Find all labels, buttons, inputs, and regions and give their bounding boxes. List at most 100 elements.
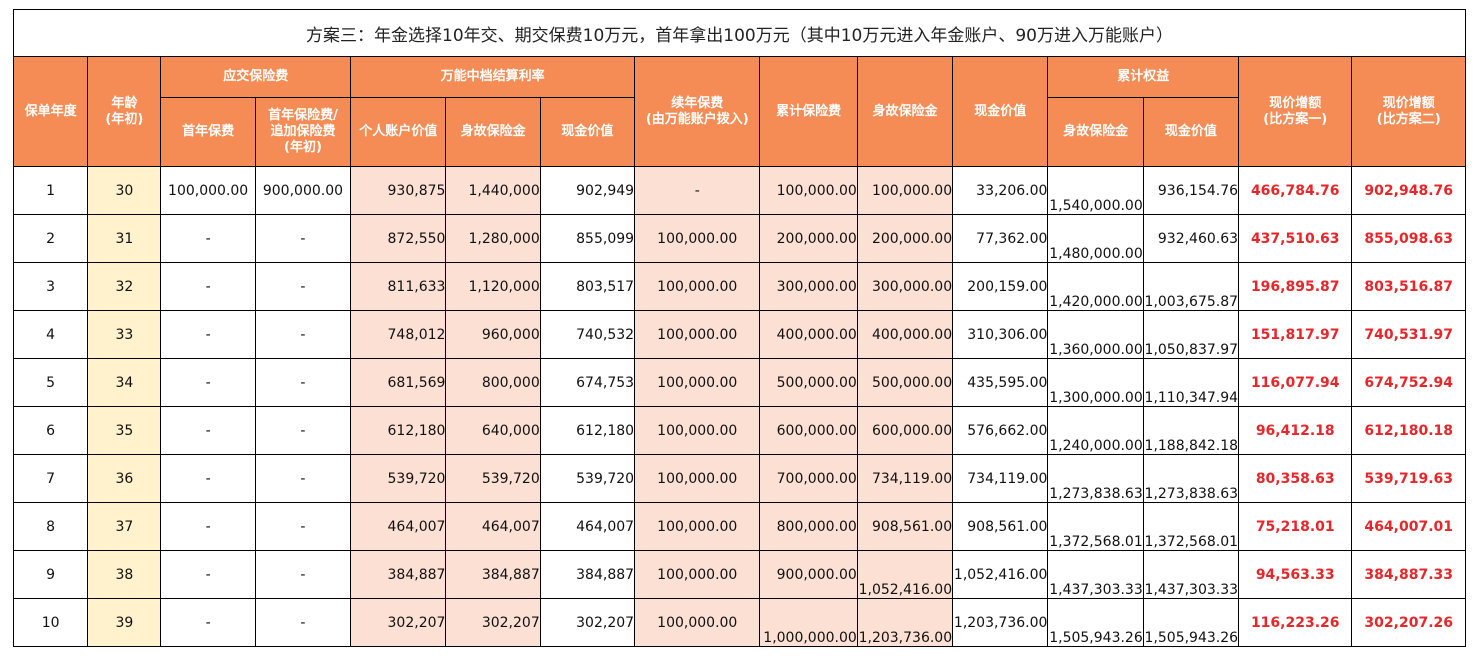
- header-row-bottom: 首年保费 首年保险费/ 追加保险费 (年初) 个人账户价值 身故保险金 现金价值…: [14, 97, 1466, 167]
- cell-renewal-premium: 100,000.00: [634, 454, 761, 503]
- cell-cum-death-benefit: 1,420,000.00: [1047, 262, 1144, 311]
- table-row: 7 36- -539,720 539,720 539,720 100,000.00 700,…: [12, 454, 1466, 503]
- cell-universal-death-benefit: 1,120,000: [445, 262, 541, 311]
- cell-cum-cash-value: 1,372,568.01: [1142, 502, 1240, 551]
- cell-cash-value: 734,119.00: [952, 454, 1049, 503]
- cell-increase-vs-plan2: 539,719.63: [1351, 454, 1466, 503]
- cell-policy-year: 9: [12, 550, 89, 599]
- cell-cum-death-benefit: 1,300,000.00: [1047, 358, 1144, 407]
- cell-cum-death-benefit: 1,372,568.01: [1047, 502, 1144, 551]
- table-row: 10 39- -302,207 302,207 302,207 100,000.00 1,0…: [12, 598, 1466, 647]
- table-row: 8 37- -464,007 464,007 464,007 100,000.00 800,…: [12, 502, 1466, 551]
- col-cum-cash-value: 现金价值: [1142, 97, 1240, 167]
- cell-universal-cash-value: 384,887: [539, 550, 636, 599]
- table-row: 5 34- -681,569 800,000 674,753 100,000.00 500,…: [12, 358, 1466, 407]
- cell-cash-value: 576,662.00: [952, 406, 1049, 455]
- cell-policy-year: 4: [12, 310, 89, 359]
- cell-universal-cash-value: 803,517: [539, 262, 636, 311]
- cell-renewal-premium: 100,000.00: [634, 550, 761, 599]
- cell-cash-value: 435,595.00: [952, 358, 1049, 407]
- cell-cumulative-premium: 400,000.00: [759, 310, 858, 359]
- cell-additional-premium: -: [254, 310, 352, 359]
- cell-age: 33: [87, 310, 162, 359]
- cell-cum-death-benefit: 1,480,000.00: [1047, 214, 1144, 263]
- cell-renewal-premium: 100,000.00: [634, 598, 761, 647]
- cell-death-benefit: 734,119.00: [856, 454, 954, 503]
- cell-cum-cash-value: 1,437,303.33: [1142, 550, 1240, 599]
- col-cum-death-benefit: 身故保险金: [1047, 97, 1144, 167]
- cell-cumulative-premium: 600,000.00: [759, 406, 858, 455]
- cell-increase-vs-plan2: 612,180.18: [1351, 406, 1466, 455]
- cell-cum-death-benefit: 1,273,838.63: [1047, 454, 1144, 503]
- col-universal-death-benefit: 身故保险金: [445, 97, 541, 167]
- cell-increase-vs-plan1: 116,077.94: [1238, 358, 1353, 407]
- cell-account-value: 539,720: [350, 454, 447, 503]
- col-increase-vs-plan2: 现价增额 (比方案二): [1351, 56, 1466, 167]
- col-increase-vs-plan1: 现价增额 (比方案一): [1238, 56, 1353, 167]
- cell-death-benefit: 100,000.00: [856, 166, 954, 215]
- cell-cumulative-premium: 300,000.00: [759, 262, 858, 311]
- cell-increase-vs-plan1: 75,218.01: [1238, 502, 1353, 551]
- cell-first-premium: -: [160, 310, 256, 359]
- cell-universal-cash-value: 855,099: [539, 214, 636, 263]
- cell-universal-cash-value: 740,532: [539, 310, 636, 359]
- cell-first-premium: -: [160, 598, 256, 647]
- cell-cum-cash-value: 1,188,842.18: [1142, 406, 1240, 455]
- group-cumulative-rights: 累计权益: [1047, 56, 1240, 98]
- cell-increase-vs-plan1: 466,784.76: [1238, 166, 1353, 215]
- cell-death-benefit: 400,000.00: [856, 310, 954, 359]
- cell-account-value: 930,875: [350, 166, 447, 215]
- cell-cumulative-premium: 1,000,000.00: [759, 598, 858, 647]
- cell-cum-death-benefit: 1,360,000.00: [1047, 310, 1144, 359]
- cell-universal-death-benefit: 539,720: [445, 454, 541, 503]
- group-universal-mid-rate: 万能中档结算利率: [350, 56, 636, 98]
- cell-first-premium: -: [160, 262, 256, 311]
- cell-death-benefit: 600,000.00: [856, 406, 954, 455]
- cell-increase-vs-plan1: 437,510.63: [1238, 214, 1353, 263]
- cell-additional-premium: -: [254, 502, 352, 551]
- cell-cum-death-benefit: 1,505,943.26: [1047, 598, 1144, 647]
- cell-cum-death-benefit: 1,540,000.00: [1047, 166, 1144, 215]
- col-additional-premium: 首年保险费/ 追加保险费 (年初): [254, 97, 352, 167]
- cell-increase-vs-plan1: 94,563.33: [1238, 550, 1353, 599]
- cell-cash-value: 1,052,416.00: [952, 550, 1049, 599]
- cell-policy-year: 1: [12, 166, 89, 215]
- cell-renewal-premium: -: [634, 166, 761, 215]
- cell-additional-premium: -: [254, 454, 352, 503]
- col-cash-value: 现金价值: [952, 56, 1049, 167]
- cell-universal-death-benefit: 640,000: [445, 406, 541, 455]
- cell-cum-death-benefit: 1,240,000.00: [1047, 406, 1144, 455]
- cell-increase-vs-plan2: 674,752.94: [1351, 358, 1466, 407]
- table-row: 4 33- -748,012 960,000 740,532 100,000.00 400,…: [12, 310, 1466, 359]
- cell-universal-death-benefit: 800,000: [445, 358, 541, 407]
- header-row-top: 保单年度 年龄 (年初) 应交保险费 万能中档结算利率 续年保费 (由万能账户拨…: [12, 56, 1466, 167]
- table-body: 1 30 100,000.00 900,000.00 930,875 1,440,000 9…: [12, 166, 1466, 647]
- cell-death-benefit: 1,203,736.00: [856, 598, 954, 647]
- cell-renewal-premium: 100,000.00: [634, 358, 761, 407]
- cell-age: 38: [87, 550, 162, 599]
- cell-death-benefit: 200,000.00: [856, 214, 954, 263]
- cell-increase-vs-plan2: 302,207.26: [1351, 598, 1466, 647]
- cell-age: 30: [87, 166, 162, 215]
- cell-cash-value: 33,206.00: [952, 166, 1049, 215]
- cell-renewal-premium: 100,000.00: [634, 502, 761, 551]
- cell-universal-cash-value: 302,207: [539, 598, 636, 647]
- cell-cum-cash-value: 1,110,347.94: [1142, 358, 1240, 407]
- cell-death-benefit: 300,000.00: [856, 262, 954, 311]
- cell-additional-premium: -: [254, 598, 352, 647]
- cell-cumulative-premium: 100,000.00: [759, 166, 858, 215]
- cell-cash-value: 77,362.00: [952, 214, 1049, 263]
- cell-universal-death-benefit: 1,440,000: [445, 166, 541, 215]
- cell-increase-vs-plan1: 80,358.63: [1238, 454, 1353, 503]
- cell-cum-cash-value: 1,003,675.87: [1142, 262, 1240, 311]
- cell-first-premium: -: [160, 502, 256, 551]
- cell-cash-value: 310,306.00: [952, 310, 1049, 359]
- plan-comparison-table: 方案三：年金选择10年交、期交保费10万元，首年拿出100万元（其中10万元进入…: [12, 9, 1466, 647]
- cell-additional-premium: -: [254, 214, 352, 263]
- cell-renewal-premium: 100,000.00: [634, 214, 761, 263]
- cell-additional-premium: 900,000.00: [254, 166, 352, 215]
- col-universal-cash-value: 现金价值: [539, 97, 636, 167]
- cell-first-premium: -: [160, 358, 256, 407]
- table-row: 6 35- -612,180 640,000 612,180 100,000.00 600,…: [12, 406, 1466, 455]
- cell-account-value: 464,007: [350, 502, 447, 551]
